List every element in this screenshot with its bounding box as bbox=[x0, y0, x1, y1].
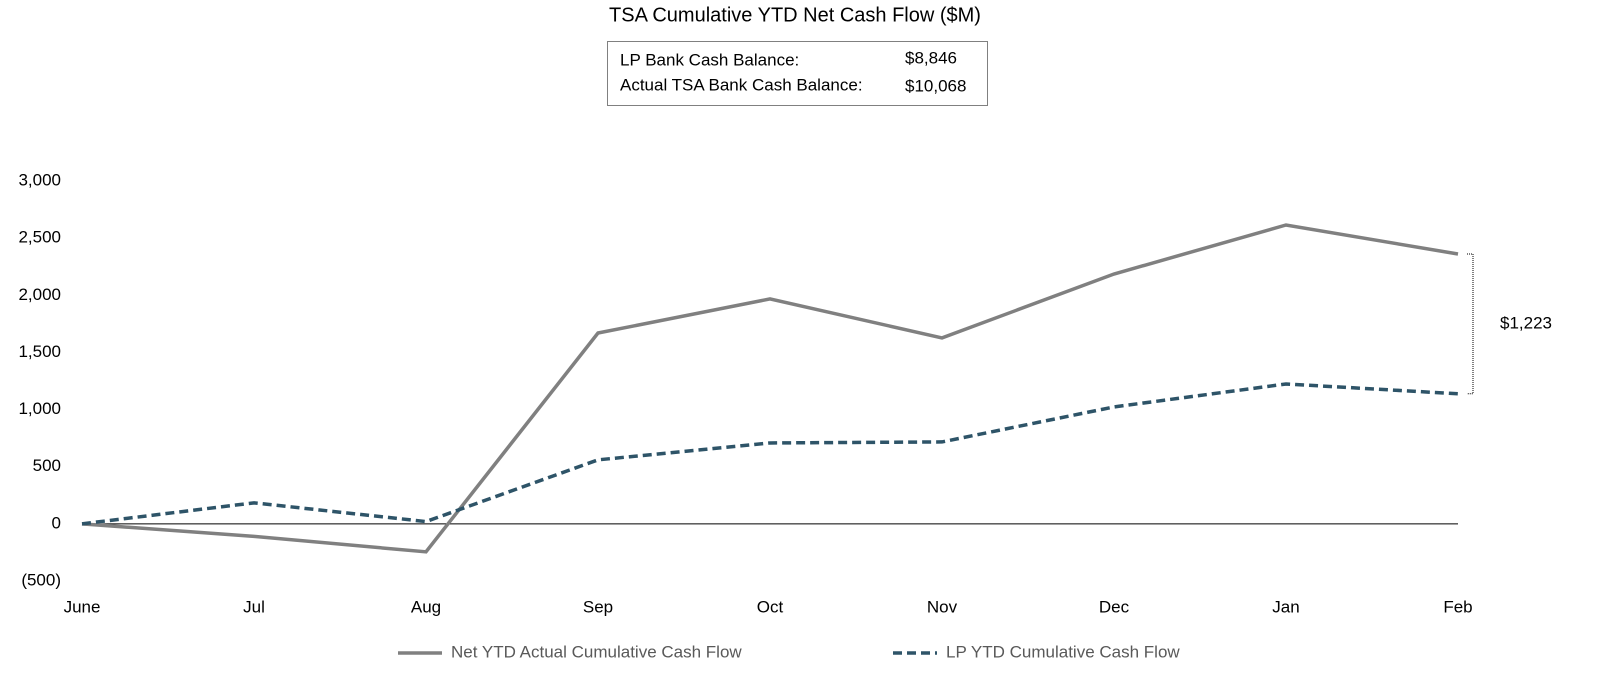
info-value: $10,068 bbox=[905, 76, 966, 95]
x-tick-label: Jul bbox=[243, 597, 265, 616]
y-tick-label: 2,000 bbox=[18, 285, 61, 304]
chart-title: TSA Cumulative YTD Net Cash Flow ($M) bbox=[609, 4, 981, 26]
y-tick-label: 1,000 bbox=[18, 399, 61, 418]
y-tick-label: 500 bbox=[33, 456, 61, 475]
annotation-label: $1,223 bbox=[1500, 313, 1552, 332]
legend-label: LP YTD Cumulative Cash Flow bbox=[946, 642, 1180, 661]
y-tick-label: 0 bbox=[52, 513, 61, 532]
info-label: Actual TSA Bank Cash Balance: bbox=[620, 75, 863, 94]
x-tick-label: June bbox=[64, 597, 101, 616]
legend-label: Net YTD Actual Cumulative Cash Flow bbox=[451, 642, 742, 661]
x-tick-label: Feb bbox=[1443, 597, 1472, 616]
x-tick-label: Dec bbox=[1099, 597, 1130, 616]
y-tick-label: (500) bbox=[21, 570, 61, 589]
info-label: LP Bank Cash Balance: bbox=[620, 50, 799, 69]
x-tick-label: Sep bbox=[583, 597, 613, 616]
x-tick-label: Aug bbox=[411, 597, 441, 616]
x-tick-label: Oct bbox=[757, 597, 784, 616]
y-tick-label: 3,000 bbox=[18, 170, 61, 189]
y-tick-label: 2,500 bbox=[18, 228, 61, 247]
info-box bbox=[607, 41, 988, 106]
series-line bbox=[81, 382, 1459, 526]
annotation-bracket bbox=[1467, 253, 1474, 395]
x-tick-label: Jan bbox=[1272, 597, 1299, 616]
y-tick-label: 1,500 bbox=[18, 342, 61, 361]
info-value: $8,846 bbox=[905, 48, 957, 67]
series-line bbox=[81, 223, 1459, 554]
x-tick-label: Nov bbox=[927, 597, 958, 616]
